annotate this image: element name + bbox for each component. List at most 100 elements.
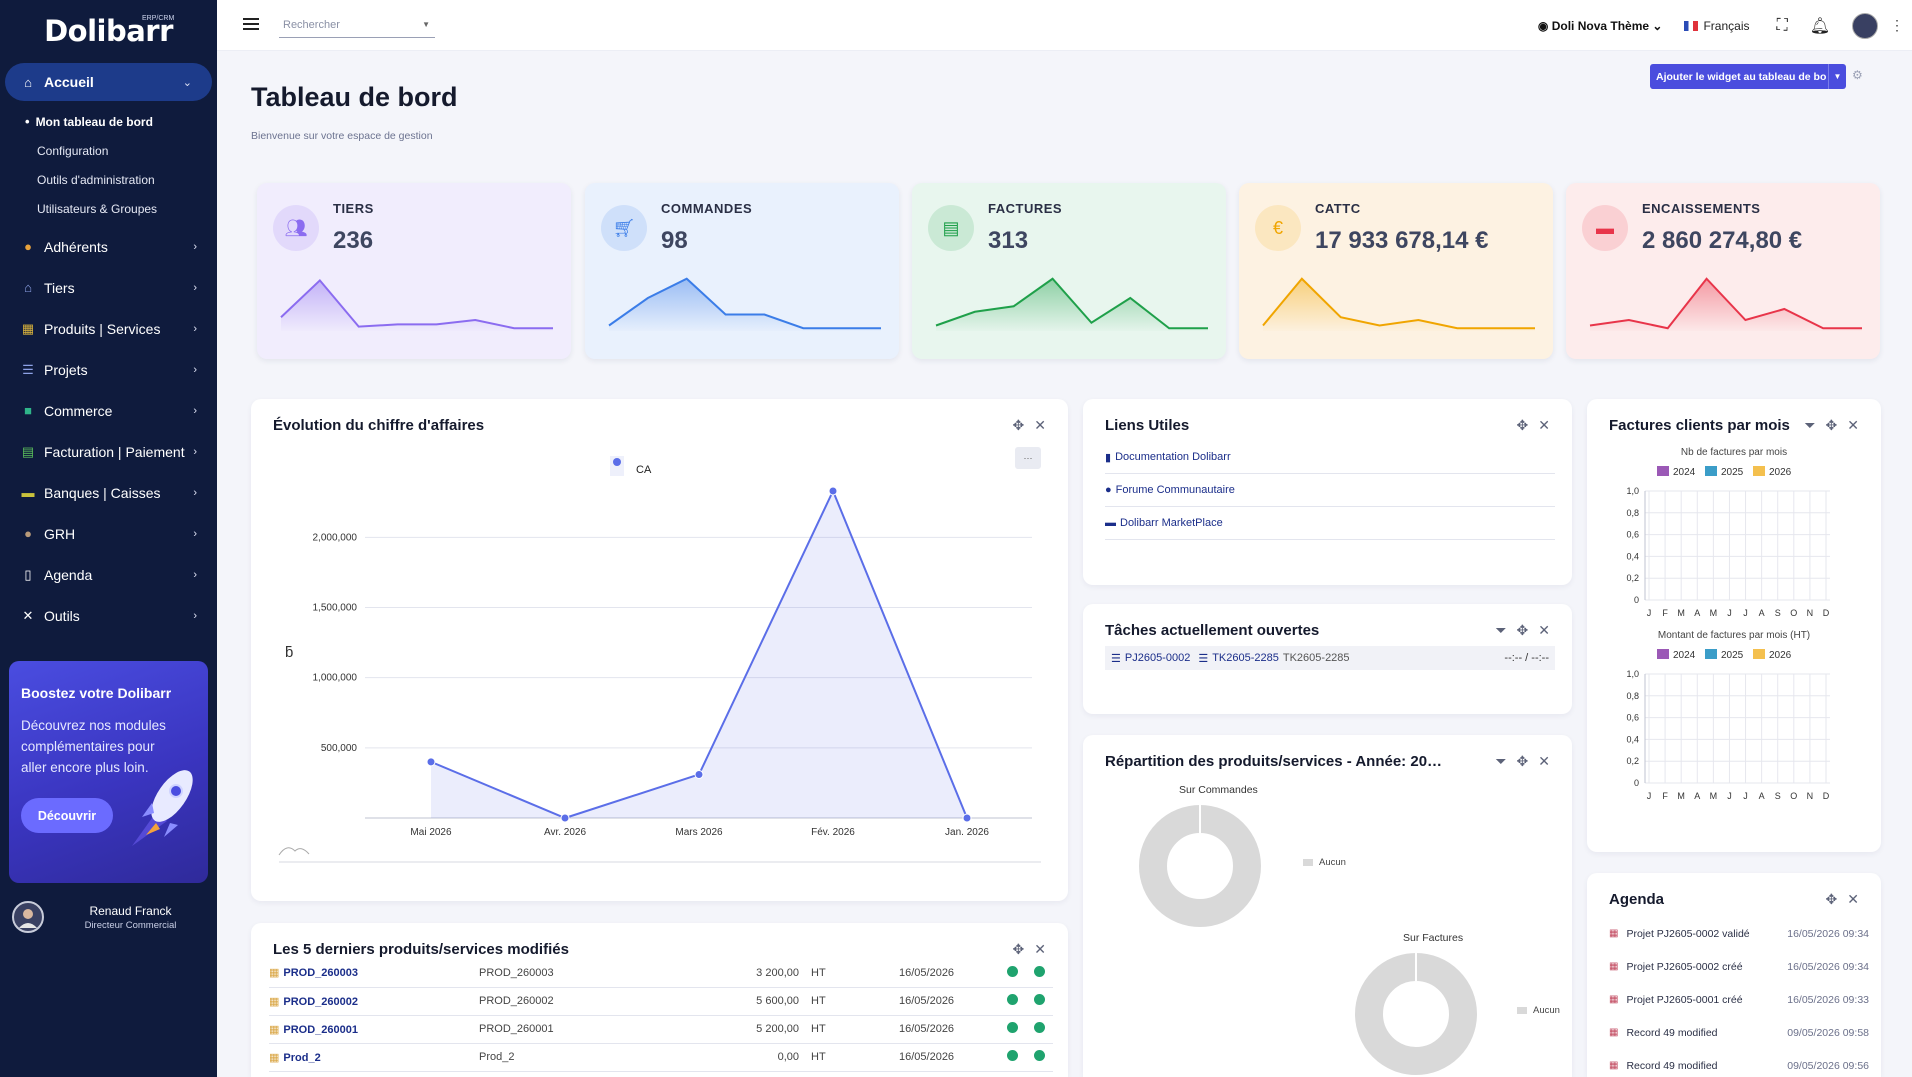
sidebar-item-commerce[interactable]: ■ Commerce › bbox=[0, 390, 217, 431]
product-ref[interactable]: PROD_260002 bbox=[283, 995, 359, 1008]
link-label: Dolibarr MarketPlace bbox=[1120, 517, 1223, 529]
event-date: 16/05/2026 09:34 bbox=[1787, 960, 1869, 973]
language-selector[interactable]: Français bbox=[1684, 19, 1749, 33]
subitem-users-groups[interactable]: Utilisateurs & Groupes bbox=[37, 201, 158, 216]
close-icon[interactable]: ✕ bbox=[1538, 622, 1550, 638]
product-label: PROD_260003 bbox=[479, 966, 554, 979]
link-forum[interactable]: ● Forume Communautaire bbox=[1105, 474, 1555, 507]
move-icon[interactable]: ✥ bbox=[1516, 622, 1529, 638]
sidebar-item-outils[interactable]: ✕ Outils › bbox=[0, 595, 217, 636]
stat-card-factures[interactable]: ▤ FACTURES 313 bbox=[912, 183, 1226, 359]
store-icon: ▬ bbox=[1105, 517, 1116, 529]
sidebar-item-agenda[interactable]: ▯ Agenda › bbox=[0, 554, 217, 595]
repartition-panel: Répartition des produits/services - Anné… bbox=[1083, 735, 1572, 1077]
move-icon[interactable]: ✥ bbox=[1516, 753, 1529, 769]
bell-icon[interactable]: 🔔︎ bbox=[1809, 17, 1830, 35]
close-icon[interactable]: ✕ bbox=[1847, 891, 1859, 907]
theme-selector[interactable]: ◉ Doli Nova Thème ⌄ bbox=[1537, 18, 1663, 33]
agenda-event[interactable]: ▦ Record 49 modified 09/05/2026 09:56 bbox=[1609, 1049, 1869, 1077]
ca-point[interactable] bbox=[694, 769, 704, 779]
agenda-panel: Agenda ✥ ✕ ▦ Projet PJ2605-0002 validé 16/0… bbox=[1587, 873, 1881, 1077]
close-icon[interactable]: ✕ bbox=[1034, 417, 1046, 433]
product-ref[interactable]: Prod_2 bbox=[283, 1051, 321, 1064]
gear-icon[interactable]: ⚙ bbox=[1852, 68, 1863, 82]
task-time: --:-- / --:-- bbox=[1504, 652, 1549, 664]
x-tick-label: J bbox=[1727, 791, 1732, 801]
brand-sub: ERP/CRM bbox=[142, 15, 175, 22]
chevron-right-icon: › bbox=[193, 281, 197, 294]
task-link[interactable]: TK2605-2285 bbox=[1212, 652, 1279, 664]
stat-card-encaissements[interactable]: ▬ ENCAISSEMENTS 2 860 274,80 € bbox=[1566, 183, 1880, 359]
discover-button[interactable]: Découvrir bbox=[21, 798, 113, 833]
close-icon[interactable]: ✕ bbox=[1538, 417, 1550, 433]
move-icon[interactable]: ✥ bbox=[1516, 417, 1529, 433]
move-icon[interactable]: ✥ bbox=[1825, 417, 1838, 433]
move-icon[interactable]: ✥ bbox=[1012, 941, 1025, 957]
menu-icon[interactable] bbox=[243, 18, 259, 33]
products-panel: Les 5 derniers produits/services modifié… bbox=[251, 923, 1068, 1077]
search-input[interactable]: Rechercher ▼ bbox=[279, 14, 435, 38]
add-widget-button[interactable]: Ajouter le widget au tableau de bo ▼ bbox=[1650, 64, 1846, 89]
product-ref[interactable]: PROD_260001 bbox=[283, 1023, 359, 1036]
project-link[interactable]: PJ2605-0002 bbox=[1124, 652, 1191, 664]
logo[interactable]: Dolibarr ERP/CRM bbox=[0, 0, 217, 62]
agenda-event[interactable]: ▦ Projet PJ2605-0002 validé 16/05/2026 09:… bbox=[1609, 917, 1869, 950]
subitem-configuration[interactable]: Configuration bbox=[37, 143, 109, 158]
caret-down-icon[interactable]: ▼ bbox=[1828, 64, 1846, 89]
ca-point[interactable] bbox=[560, 813, 570, 823]
panel-title: Les 5 derniers produits/services modifié… bbox=[273, 941, 569, 958]
agenda-event[interactable]: ▦ Projet PJ2605-0001 créé 16/05/2026 09:33 bbox=[1609, 983, 1869, 1016]
sidebar-item-adherents[interactable]: ● Adhérents › bbox=[0, 226, 217, 267]
link-documentation[interactable]: ▮ Documentation Dolibarr bbox=[1105, 441, 1555, 474]
sidebar-item-grh[interactable]: ● GRH › bbox=[0, 513, 217, 554]
stat-card-commandes[interactable]: 🛒︎ COMMANDES 98 bbox=[585, 183, 899, 359]
x-tick-label: J bbox=[1647, 608, 1652, 618]
subitem-dashboard[interactable]: Mon tableau de bord bbox=[0, 107, 217, 136]
user-profile[interactable]: Renaud Franck Directeur Commercial bbox=[0, 890, 217, 944]
ca-point[interactable] bbox=[426, 757, 436, 767]
filter-icon[interactable]: ⏷ bbox=[1495, 622, 1507, 638]
users-icon: 👥︎ bbox=[273, 205, 319, 251]
close-icon[interactable]: ✕ bbox=[1034, 941, 1046, 957]
filter-icon[interactable]: ⏷ bbox=[1495, 753, 1507, 769]
chart-menu-button[interactable]: ··· bbox=[1015, 447, 1041, 469]
panel-title: Factures clients par mois bbox=[1609, 417, 1790, 434]
donut-title-invoices: Sur Factures bbox=[1403, 932, 1464, 944]
chevron-right-icon: › bbox=[193, 486, 197, 499]
list-icon: ☰ bbox=[22, 361, 34, 377]
y-tick-label: 1,000,000 bbox=[313, 673, 358, 684]
sidebar-item-produits[interactable]: ▦ Produits | Services › bbox=[0, 308, 217, 349]
product-price: 5 600,00 bbox=[756, 995, 799, 1007]
link-marketplace[interactable]: ▬ Dolibarr MarketPlace bbox=[1105, 507, 1555, 540]
stat-card-tiers[interactable]: 👥︎ TIERS 236 bbox=[257, 183, 571, 359]
products-table: ▦ PROD_260003 PROD_260003 3 200,00 HT 16/05/2… bbox=[269, 959, 1053, 1072]
y-tick-label: 0,4 bbox=[1626, 551, 1639, 561]
ca-point[interactable] bbox=[828, 486, 838, 496]
status-buy-icon bbox=[1033, 994, 1045, 1005]
subitem-admin-tools[interactable]: Outils d'administration bbox=[37, 172, 155, 187]
move-icon[interactable]: ✥ bbox=[1012, 417, 1025, 433]
x-tick-label: S bbox=[1775, 791, 1781, 801]
agenda-event[interactable]: ▦ Record 49 modified 09/05/2026 09:58 bbox=[1609, 1016, 1869, 1049]
close-icon[interactable]: ✕ bbox=[1847, 417, 1859, 433]
sidebar-item-projets[interactable]: ☰ Projets › bbox=[0, 349, 217, 390]
product-ref[interactable]: PROD_260003 bbox=[283, 967, 359, 980]
filter-icon[interactable]: ⏷ bbox=[1804, 417, 1816, 433]
x-tick-label: Fév. 2026 bbox=[811, 827, 855, 838]
x-tick-label: M bbox=[1677, 608, 1685, 618]
fullscreen-icon[interactable]: ⛶ bbox=[1776, 16, 1788, 34]
sidebar-item-tiers[interactable]: ⌂ Tiers › bbox=[0, 267, 217, 308]
user-avatar[interactable] bbox=[1852, 12, 1878, 39]
close-icon[interactable]: ✕ bbox=[1538, 753, 1550, 769]
agenda-event[interactable]: ▦ Projet PJ2605-0002 créé 16/05/2026 09:34 bbox=[1609, 950, 1869, 983]
task-label: TK2605-2285 bbox=[1282, 652, 1350, 664]
kebab-icon[interactable]: ⋮ bbox=[1890, 17, 1904, 33]
ca-point[interactable] bbox=[962, 813, 972, 823]
flag-fr-icon bbox=[1684, 20, 1699, 31]
move-icon[interactable]: ✥ bbox=[1825, 891, 1838, 907]
sidebar-item-banques[interactable]: ▬ Banques | Caisses › bbox=[0, 472, 217, 513]
sidebar-item-accueil[interactable]: ⌂ Accueil ⌄ bbox=[5, 63, 212, 101]
donut-invoices bbox=[1355, 953, 1477, 1075]
stat-card-cattc[interactable]: € CATTC 17 933 678,14 € bbox=[1239, 183, 1553, 359]
sidebar-item-facturation[interactable]: ▤ Facturation | Paiement › bbox=[0, 431, 217, 472]
